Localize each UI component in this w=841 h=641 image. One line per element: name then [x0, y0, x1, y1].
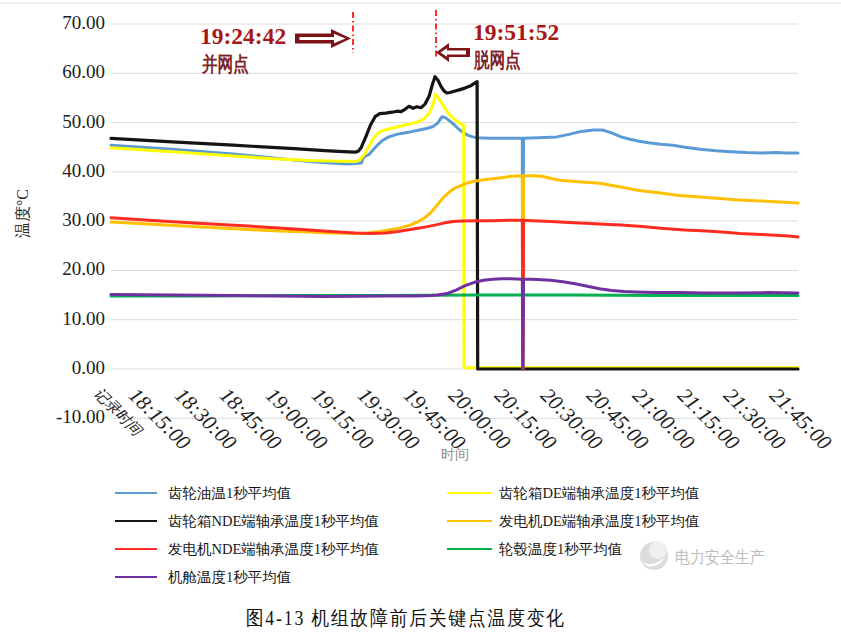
temperature-fault-chart-page: 温度°C 时间 19:24:42 并网点 19:51:52 脱网点 齿轮油温1秒…	[0, 0, 841, 641]
legend-label: 发电机DE端轴承温度1秒平均值	[499, 512, 700, 531]
annotation-grid-connect-label: 并网点	[202, 51, 249, 78]
y-tick-label: 70.00	[43, 12, 105, 34]
legend-line-sample	[447, 520, 492, 523]
annotation-grid-connect-time: 19:24:42	[200, 23, 286, 50]
legend-label: 轮毂温度1秒平均值	[499, 540, 622, 559]
y-tick-label: -10.00	[43, 406, 105, 428]
y-tick-label: 10.00	[43, 308, 105, 330]
figure-caption: 图4-13 机组故障前后关键点温度变化	[0, 605, 812, 632]
legend-line-sample	[115, 576, 157, 579]
series-line-6	[111, 279, 798, 369]
y-tick-label: 60.00	[43, 61, 105, 83]
series-line-3	[111, 176, 798, 369]
figure-caption-text: 图4-13 机组故障前后关键点温度变化	[246, 605, 566, 632]
annotation-grid-disconnect-time: 19:51:52	[473, 19, 559, 46]
y-axis-title: 温度°C	[13, 174, 34, 254]
legend-line-sample	[447, 492, 492, 495]
legend-item: 发电机DE端轴承温度1秒平均值	[0, 507, 841, 535]
y-tick-label: 0.00	[43, 357, 105, 379]
watermark: 电力安全生产	[638, 541, 672, 577]
y-tick-label: 20.00	[43, 258, 105, 280]
watermark-logo-icon	[638, 541, 672, 573]
y-tick-label: 40.00	[43, 160, 105, 182]
y-tick-label: 30.00	[43, 209, 105, 231]
legend-label: 齿轮箱DE端轴承温度1秒平均值	[499, 484, 700, 503]
y-tick-label: 50.00	[43, 111, 105, 133]
legend-line-sample	[447, 548, 492, 551]
annotation-grid-disconnect-label: 脱网点	[474, 47, 521, 74]
watermark-text: 电力安全生产	[675, 546, 765, 569]
legend-item: 齿轮箱DE端轴承温度1秒平均值	[0, 479, 841, 507]
legend-label: 机舱温度1秒平均值	[168, 568, 291, 587]
